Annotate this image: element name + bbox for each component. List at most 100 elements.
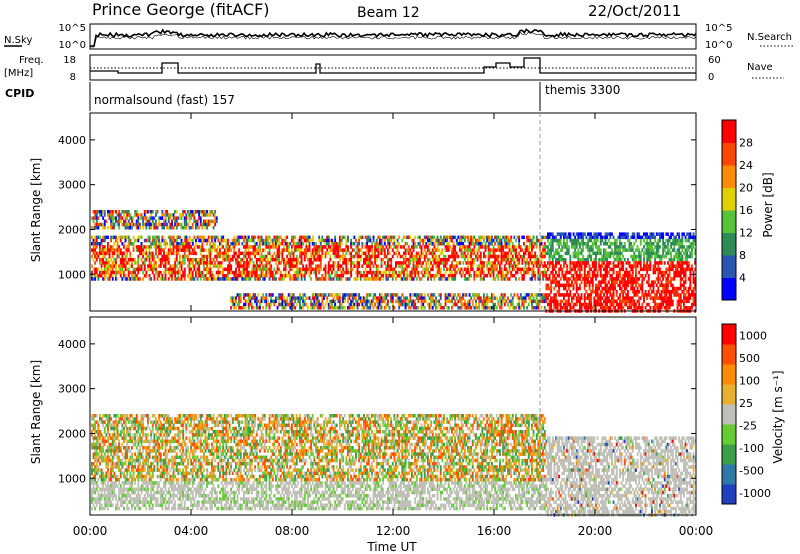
heatmap-cell [459, 306, 461, 310]
heatmap-cell [454, 274, 457, 278]
heatmap-cell [103, 267, 106, 272]
heatmap-cell [500, 261, 503, 265]
heatmap-cell [182, 213, 185, 217]
heatmap-cell [167, 261, 170, 265]
heatmap-cell [332, 267, 335, 272]
heatmap-cell [631, 235, 634, 240]
heatmap-cell [684, 270, 687, 275]
heatmap-cell [559, 238, 562, 243]
heatmap-cell [667, 286, 669, 291]
heatmap-cell [679, 274, 682, 278]
heatmap-cell [94, 222, 97, 227]
heatmap-cell [286, 274, 289, 278]
heatmap-cell [350, 267, 353, 272]
heatmap-cell [225, 277, 228, 281]
heatmap-cell [267, 258, 269, 262]
heatmap-cell [183, 274, 186, 278]
heatmap-cell [180, 226, 183, 230]
heatmap-cell [673, 286, 676, 291]
heatmap-cell [363, 299, 365, 304]
heatmap-cell [268, 261, 271, 265]
heatmap-cell [379, 296, 381, 300]
heatmap-cell [487, 248, 490, 252]
heatmap-cell [423, 245, 426, 249]
heatmap-cell [667, 261, 669, 265]
heatmap-cell [91, 277, 93, 281]
heatmap-cell [615, 280, 618, 284]
heatmap-cell [647, 264, 650, 268]
heatmap-cell [679, 245, 682, 249]
heatmap-cell [431, 238, 434, 243]
heatmap-cell [361, 299, 364, 304]
heatmap-cell [575, 238, 578, 243]
heatmap-cell [145, 226, 148, 230]
heatmap-cell [147, 245, 149, 249]
heatmap-cell [470, 296, 473, 300]
heatmap-cell [553, 277, 556, 281]
heatmap-cell [454, 248, 457, 252]
heatmap-cell [334, 245, 337, 249]
heatmap-cell [247, 299, 250, 304]
heatmap-cell [628, 270, 631, 275]
heatmap-cell [462, 251, 465, 256]
heatmap-cell [385, 293, 388, 297]
heatmap-cell [449, 299, 452, 304]
heatmap-cell [548, 277, 551, 281]
heatmap-cell [460, 235, 463, 240]
heatmap-cell [491, 306, 493, 310]
heatmap-cell [649, 261, 652, 265]
heatmap-cell [644, 274, 647, 278]
heatmap-cell [220, 270, 223, 275]
heatmap-cell [686, 248, 689, 252]
heatmap-cell [319, 238, 322, 243]
heatmap-cell [145, 274, 148, 278]
heatmap-cell [548, 286, 551, 291]
heatmap-cell [367, 277, 370, 281]
heatmap-cell [151, 216, 154, 220]
heatmap-cell [319, 245, 322, 249]
heatmap-cell [620, 299, 623, 304]
heatmap-cell [575, 254, 578, 259]
heatmap-cell [337, 293, 340, 297]
heatmap-cell [556, 232, 559, 236]
heatmap-cell [127, 261, 130, 265]
heatmap-cell [422, 242, 425, 246]
heatmap-cell [188, 219, 191, 224]
heatmap-cell [94, 245, 97, 249]
heatmap-cell [228, 267, 231, 272]
heatmap-cell [590, 306, 593, 310]
heatmap-cell [161, 277, 164, 281]
heatmap-cell [406, 235, 409, 240]
heatmap-cell [492, 254, 495, 259]
heatmap-cell [534, 254, 537, 259]
heatmap-cell [113, 264, 116, 268]
heatmap-cell [207, 261, 210, 265]
heatmap-cell [609, 302, 612, 307]
heatmap-cell [401, 302, 404, 307]
heatmap-cell [337, 251, 340, 256]
heatmap-cell [470, 306, 473, 310]
heatmap-cell [243, 302, 245, 307]
heatmap-cell [420, 261, 423, 265]
heatmap-cell [531, 242, 533, 246]
heatmap-cell [625, 283, 628, 288]
heatmap-cell [283, 274, 285, 278]
heatmap-cell [415, 264, 418, 268]
heatmap-cell [508, 242, 511, 246]
heatmap-cell [132, 245, 135, 249]
heatmap-cell [140, 248, 143, 252]
heatmap-cell [451, 254, 453, 259]
heatmap-cell [452, 248, 455, 252]
heatmap-cell [140, 251, 143, 256]
heatmap-cell [316, 293, 319, 297]
heatmap-cell [164, 210, 167, 214]
heatmap-cell [439, 270, 442, 275]
heatmap-cell [350, 274, 353, 278]
heatmap-cell [395, 261, 397, 265]
heatmap-cell [107, 235, 109, 240]
heatmap-cell [609, 286, 612, 291]
heatmap-cell [94, 242, 97, 246]
heatmap-cell [206, 254, 209, 259]
heatmap-cell [260, 299, 263, 304]
heatmap-cell [364, 277, 367, 281]
